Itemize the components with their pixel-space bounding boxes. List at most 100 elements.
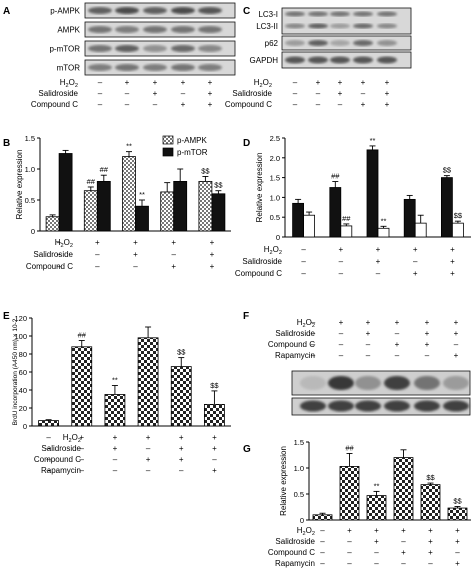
legend: p-AMPK p-mTOR — [162, 135, 208, 157]
bar — [440, 177, 453, 238]
significance-label: ** — [112, 376, 118, 385]
blot-band — [143, 45, 167, 52]
bar — [312, 514, 333, 521]
treatment-mark: – — [413, 257, 418, 266]
treatment-label: Compound C — [225, 100, 272, 109]
blot-band — [143, 64, 167, 71]
chart-d-treatment-table: H2O2 – + + + + Salidroside – – + – + Compound C – – – + + — [235, 245, 455, 278]
treatment-mark: + — [179, 444, 184, 453]
treatment-label: H2O2 — [55, 238, 73, 249]
treatment-mark: + — [454, 351, 459, 360]
significance-label: $$ — [443, 166, 452, 175]
blot-band — [198, 45, 222, 52]
y-tick-label: 0.5 — [294, 490, 304, 499]
treatment-mark: – — [374, 559, 379, 568]
treatment-label: Salidroside — [275, 329, 315, 338]
treatment-mark: – — [113, 455, 118, 464]
blot-band — [171, 45, 195, 52]
y-tick-label: 0.5 — [25, 196, 35, 205]
treatment-label: Compound C — [26, 262, 73, 271]
bar — [83, 190, 98, 232]
bar — [366, 495, 387, 521]
treatment-label: Compound C — [235, 269, 282, 278]
treatment-mark: – — [293, 78, 298, 87]
treatment-mark: – — [301, 245, 306, 254]
treatment-mark: + — [208, 100, 213, 109]
treatment-label: Rapamycin — [275, 351, 315, 360]
blot-band — [115, 64, 139, 71]
treatment-mark: + — [79, 433, 84, 442]
treatment-mark: + — [153, 89, 158, 98]
treatment-mark: + — [212, 466, 217, 475]
bar — [393, 457, 414, 521]
treatment-mark: – — [95, 262, 100, 271]
treatment-mark: – — [401, 537, 406, 546]
y-tick-label: 80 — [19, 350, 27, 359]
blot-band — [330, 11, 350, 17]
treatment-mark: + — [179, 433, 184, 442]
treatment-label: Rapamycin — [41, 466, 81, 475]
blot-band — [328, 400, 354, 412]
treatment-mark: + — [366, 318, 371, 327]
y-tick-label: 2.0 — [270, 154, 280, 163]
blot-band — [285, 11, 305, 17]
bar — [447, 507, 468, 521]
treatment-mark: – — [347, 559, 352, 568]
bar — [170, 366, 192, 427]
blot-band — [353, 11, 373, 17]
treatment-mark: + — [455, 559, 460, 568]
treatment-mark: + — [179, 455, 184, 464]
blot-band — [355, 376, 381, 390]
treatment-label: Salidroside — [33, 250, 73, 259]
treatment-mark: + — [212, 444, 217, 453]
treatment-mark: – — [181, 89, 186, 98]
blot-band — [330, 40, 350, 46]
blot-band — [308, 23, 328, 29]
treatment-mark: – — [339, 269, 344, 278]
treatment-mark: – — [153, 100, 158, 109]
panel-letter-g: G — [243, 444, 251, 455]
treatment-mark: + — [454, 329, 459, 338]
bar — [45, 216, 60, 232]
y-tick-label: 0.5 — [270, 213, 280, 222]
treatment-mark: + — [361, 100, 366, 109]
blot-band — [285, 23, 305, 29]
treatment-label: Salidroside — [242, 257, 282, 266]
bar — [135, 205, 149, 232]
panel-f-blots — [291, 370, 471, 416]
treatment-mark: + — [374, 526, 379, 535]
treatment-mark: + — [146, 433, 151, 442]
treatment-mark: + — [153, 78, 158, 87]
treatment-mark: + — [361, 78, 366, 87]
y-tick-label: 1.0 — [25, 165, 35, 174]
treatment-mark: – — [428, 559, 433, 568]
treatment-label: Salidroside — [275, 537, 315, 546]
treatment-label: Salidroside — [41, 444, 81, 453]
bar — [366, 149, 379, 238]
treatment-mark: + — [133, 250, 138, 259]
treatment-mark: – — [455, 548, 460, 557]
legend-swatch — [162, 147, 174, 157]
treatment-label: H2O2 — [297, 318, 315, 329]
chart-g: 0 0.5 1.0 1.5 Relative expression ## ** $$ $$ — [279, 438, 471, 525]
treatment-mark: – — [113, 466, 118, 475]
treatment-mark: – — [301, 257, 306, 266]
treatment-mark: – — [320, 526, 325, 535]
treatment-mark: – — [57, 238, 62, 247]
treatment-mark: + — [338, 89, 343, 98]
y-axis-title-group: Relative expression — [279, 446, 288, 516]
treatment-mark: – — [454, 340, 459, 349]
blot-band — [384, 400, 410, 412]
blot-label: LC3-I — [258, 10, 278, 19]
bar — [403, 198, 416, 238]
blot-label: LC3-II — [256, 22, 278, 31]
treatment-label: H2O2 — [264, 245, 282, 256]
treatment-mark: + — [455, 526, 460, 535]
treatment-mark: – — [311, 318, 316, 327]
significance-label: ## — [345, 443, 354, 452]
blot-band — [443, 400, 469, 412]
blot-band — [443, 376, 469, 390]
blot-band — [171, 7, 195, 14]
treatment-mark: + — [113, 444, 118, 453]
treatment-mark: + — [316, 78, 321, 87]
